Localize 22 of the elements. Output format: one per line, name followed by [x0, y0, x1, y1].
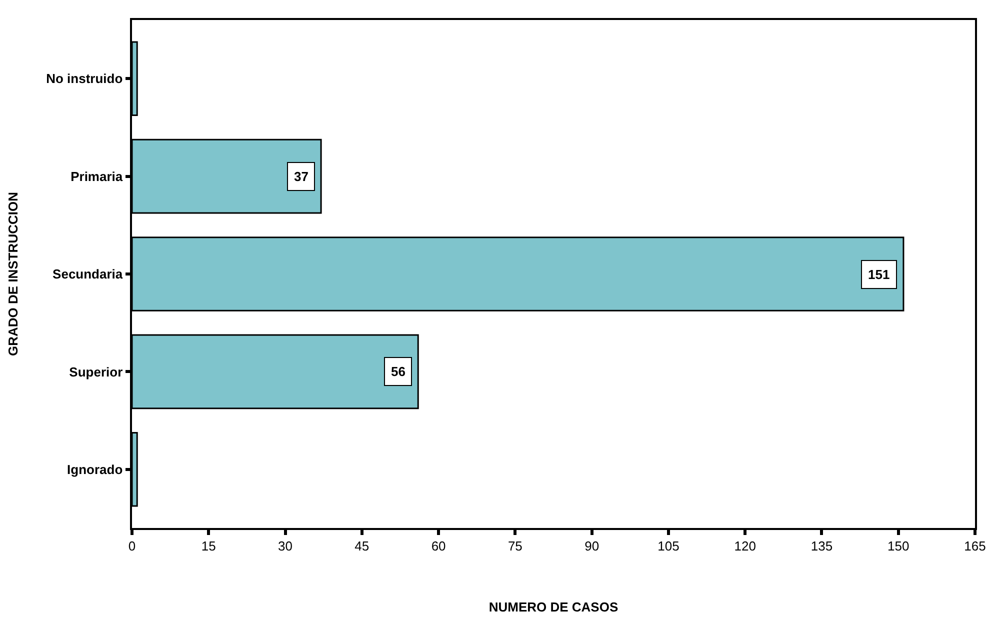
y-tick-label: Superior — [69, 364, 123, 380]
y-tick-label: Ignorado — [67, 462, 123, 477]
x-tick-label: 135 — [810, 538, 833, 554]
x-tick-label: 75 — [508, 538, 522, 554]
x-tick-label: 60 — [431, 538, 446, 554]
x-tick-label: 45 — [354, 538, 370, 554]
x-axis-title: NUMERO DE CASOS — [488, 599, 618, 614]
x-tick-label: 150 — [888, 538, 910, 554]
x-tick-label: 90 — [584, 538, 600, 554]
x-tick-label: 120 — [734, 538, 756, 554]
x-tick-label: 105 — [658, 538, 680, 554]
x-tick-label: 30 — [278, 538, 293, 554]
data-label: 151 — [868, 267, 890, 282]
x-tick-label: 0 — [128, 538, 136, 554]
x-tick-label: 165 — [964, 538, 986, 554]
y-tick-label: Primaria — [70, 168, 124, 184]
x-tick-label: 15 — [201, 538, 216, 554]
y-axis-title: GRADO DE INSTRUCCION — [6, 192, 21, 356]
data-label: 56 — [391, 364, 406, 379]
y-tick-label: No instruido — [46, 71, 123, 86]
data-label: 37 — [294, 169, 308, 184]
y-tick-label: Secundaria — [52, 266, 124, 282]
